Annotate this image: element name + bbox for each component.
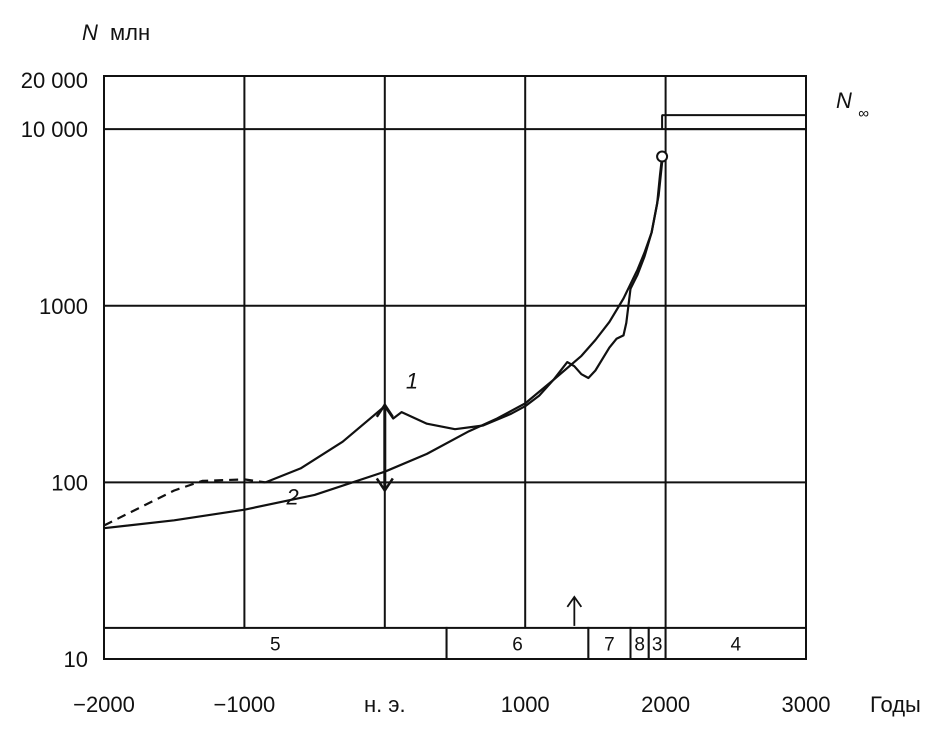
y-tick-label: 20 000 (21, 68, 88, 93)
y-axis-unit: млн (110, 20, 150, 45)
x-tick-label: н. э. (364, 692, 406, 717)
asymptote-symbol: N (836, 88, 852, 113)
y-axis-symbol: N (82, 20, 98, 45)
uncertainty-arrow-head-up (375, 402, 394, 418)
era-segment (587, 626, 632, 661)
y-tick-label: 100 (51, 470, 88, 495)
era-label: 6 (512, 634, 523, 655)
era-segment (664, 626, 807, 661)
era-label: 4 (731, 634, 742, 655)
series-line-2 (103, 162, 664, 530)
series-label-1: 1 (406, 369, 418, 394)
era-segment (445, 626, 590, 661)
uncertainty-arrow-head-down (375, 477, 394, 493)
x-tick-label: 1000 (501, 692, 550, 717)
annotations (375, 114, 806, 626)
era-label: 5 (270, 634, 281, 655)
asymptote-label: N ∞ (836, 88, 869, 122)
era-label: 7 (604, 634, 615, 655)
y-tick-label: 10 (64, 647, 88, 672)
asymptote-subscript: ∞ (858, 105, 869, 122)
era-segment (103, 626, 448, 661)
y-tick-label: 10 000 (21, 117, 88, 142)
y-tick-label: 1000 (39, 294, 88, 319)
x-tick-label: −2000 (73, 692, 135, 717)
grid (103, 75, 807, 660)
plot-frame (103, 75, 807, 660)
y-axis-label: N млн (82, 20, 150, 45)
series-line-1 (265, 156, 664, 484)
endpoint-marker (656, 150, 669, 163)
tick-labels: −2000 −1000 н. э. 1000 2000 3000 10 100 1000 10 0… (21, 68, 831, 717)
era-label: 8 (634, 634, 645, 655)
x-tick-label: 2000 (641, 692, 690, 717)
x-tick-label: 3000 (782, 692, 831, 717)
x-axis-label: Годы (870, 692, 921, 717)
era-label: 3 (652, 634, 663, 655)
series-line-dashed (103, 478, 266, 527)
x-tick-label: −1000 (214, 692, 276, 717)
series-label-2: 2 (286, 484, 299, 509)
series-group: 12 (103, 156, 664, 530)
up-arrow-head (566, 595, 583, 608)
